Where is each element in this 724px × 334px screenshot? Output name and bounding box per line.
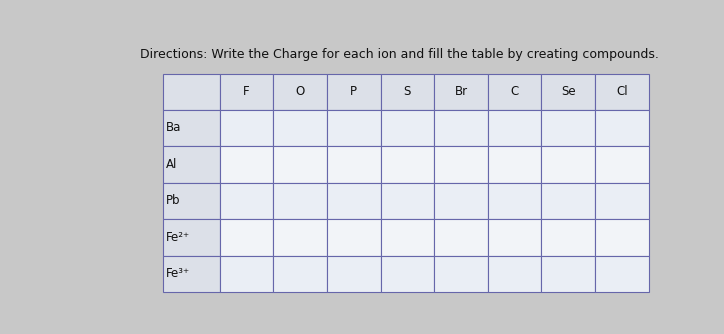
Bar: [595, 183, 649, 219]
Bar: [434, 110, 488, 146]
Text: Fe²⁺: Fe²⁺: [167, 231, 190, 244]
Bar: [381, 219, 434, 256]
Bar: [542, 256, 595, 292]
Bar: [595, 256, 649, 292]
Bar: [273, 256, 327, 292]
Bar: [542, 73, 595, 110]
Bar: [164, 219, 219, 256]
Bar: [488, 110, 542, 146]
Text: O: O: [295, 85, 305, 98]
Bar: [381, 110, 434, 146]
Bar: [542, 146, 595, 183]
Bar: [327, 146, 381, 183]
Bar: [273, 146, 327, 183]
Bar: [164, 110, 219, 146]
Text: Pb: Pb: [167, 194, 181, 207]
Bar: [273, 183, 327, 219]
Bar: [164, 256, 219, 292]
Bar: [595, 73, 649, 110]
Bar: [219, 146, 273, 183]
Bar: [219, 219, 273, 256]
Bar: [434, 146, 488, 183]
Bar: [488, 219, 542, 256]
Bar: [164, 146, 219, 183]
Bar: [488, 73, 542, 110]
Text: Br: Br: [455, 85, 468, 98]
Bar: [595, 219, 649, 256]
Bar: [219, 256, 273, 292]
Bar: [273, 219, 327, 256]
Bar: [273, 73, 327, 110]
Bar: [273, 110, 327, 146]
Bar: [381, 256, 434, 292]
Bar: [434, 73, 488, 110]
Bar: [381, 73, 434, 110]
Text: Al: Al: [167, 158, 177, 171]
Bar: [434, 219, 488, 256]
Text: Se: Se: [561, 85, 576, 98]
Bar: [595, 110, 649, 146]
Bar: [542, 110, 595, 146]
Bar: [219, 73, 273, 110]
Bar: [542, 219, 595, 256]
Text: C: C: [510, 85, 519, 98]
Bar: [488, 256, 542, 292]
Bar: [327, 256, 381, 292]
Text: Fe³⁺: Fe³⁺: [167, 267, 190, 280]
Bar: [434, 183, 488, 219]
Bar: [327, 110, 381, 146]
Text: S: S: [404, 85, 411, 98]
Bar: [219, 183, 273, 219]
Bar: [327, 219, 381, 256]
Bar: [327, 183, 381, 219]
Text: Cl: Cl: [616, 85, 628, 98]
Bar: [164, 73, 219, 110]
Bar: [595, 146, 649, 183]
Bar: [327, 73, 381, 110]
Bar: [542, 183, 595, 219]
Bar: [434, 256, 488, 292]
Bar: [219, 110, 273, 146]
Bar: [488, 146, 542, 183]
Text: Ba: Ba: [167, 121, 182, 134]
Text: F: F: [243, 85, 250, 98]
Text: Directions: Write the Charge for each ion and fill the table by creating compoun: Directions: Write the Charge for each io…: [140, 48, 659, 61]
Bar: [164, 183, 219, 219]
Bar: [381, 183, 434, 219]
Bar: [381, 146, 434, 183]
Bar: [488, 183, 542, 219]
Text: P: P: [350, 85, 357, 98]
